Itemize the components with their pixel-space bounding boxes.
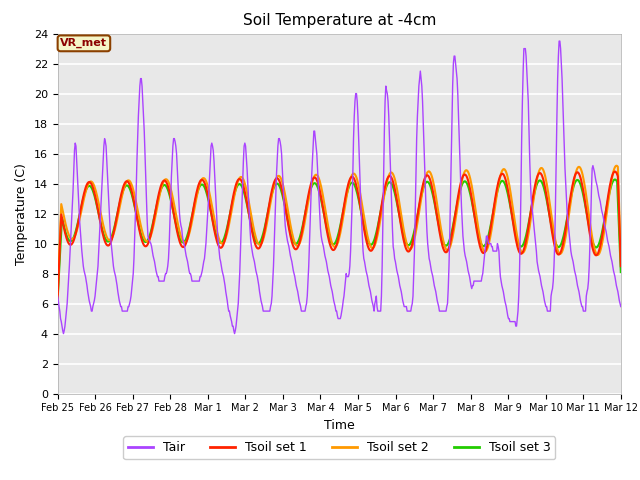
Legend: Tair, Tsoil set 1, Tsoil set 2, Tsoil set 3: Tair, Tsoil set 1, Tsoil set 2, Tsoil se…	[123, 436, 556, 459]
Y-axis label: Temperature (C): Temperature (C)	[15, 163, 28, 264]
Text: VR_met: VR_met	[60, 38, 108, 48]
Title: Soil Temperature at -4cm: Soil Temperature at -4cm	[243, 13, 436, 28]
X-axis label: Time: Time	[324, 419, 355, 432]
